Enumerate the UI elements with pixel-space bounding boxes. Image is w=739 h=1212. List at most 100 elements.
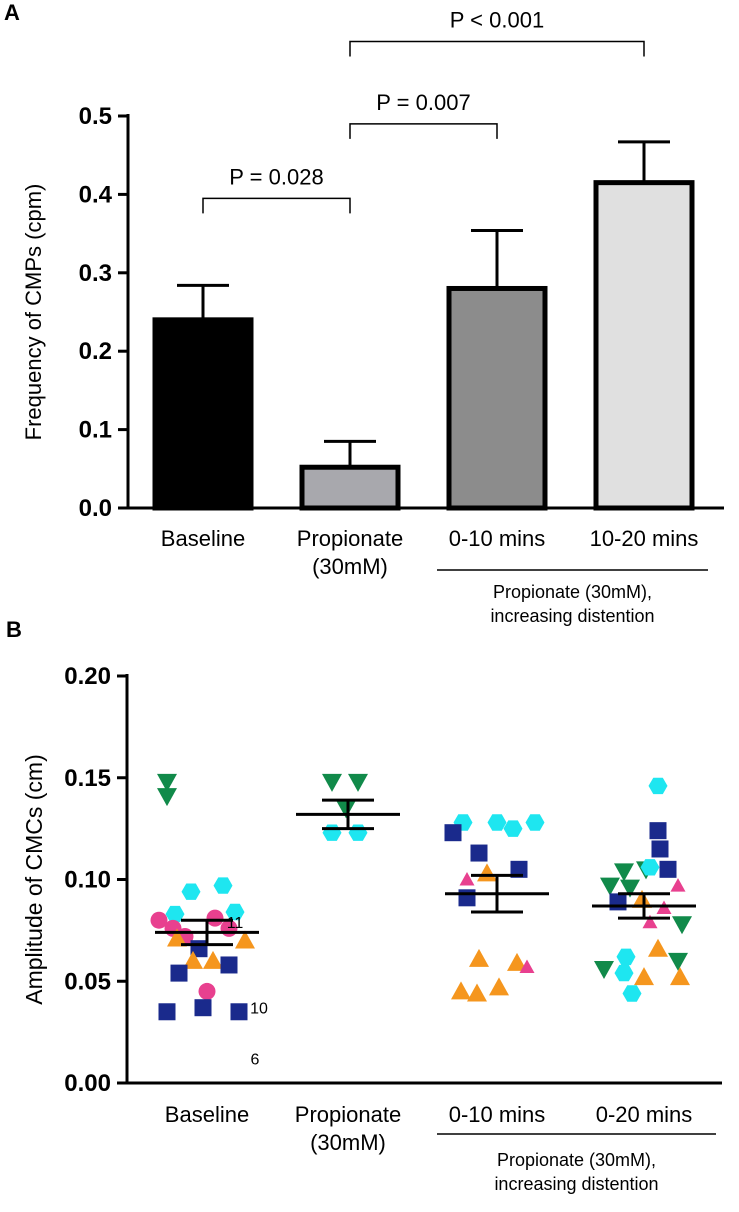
data-point-inverted-triangle (672, 916, 692, 935)
data-point-square (230, 1003, 248, 1021)
bar-0 (152, 317, 254, 511)
data-point-triangle (519, 959, 535, 974)
data-point-hexagon (622, 985, 642, 1002)
bar-chart-frequency: 0.0 0.1 0.2 0.3 0.4 0.5 Frequency of CMPs (cpm… (21, 8, 724, 626)
y-axis-title: Amplitude of CMCs (cm) (21, 754, 47, 1004)
y-tick-label: 0.4 (79, 181, 113, 208)
data-point-triangle (670, 967, 690, 986)
data-point-square (458, 889, 476, 907)
data-point-inverted-triangle (322, 773, 342, 792)
significance-bracket (349, 123, 498, 139)
data-point-triangle (632, 889, 652, 908)
data-point-hexagon (165, 905, 185, 923)
data-point-hexagon (487, 814, 507, 831)
category-label: 0-20 mins (596, 1102, 693, 1127)
data-point-hexagon (181, 883, 201, 900)
data-point-hexagon (640, 859, 660, 876)
y-tick-label: 0.0 (79, 495, 112, 522)
p-value-label: P < 0.001 (450, 8, 544, 33)
data-point-triangle (203, 950, 223, 969)
group-label: Propionate (30mM), (493, 582, 652, 602)
category-label: Propionate (295, 1102, 401, 1127)
data-point-triangle (642, 914, 658, 929)
y-tick-label: 0.20 (64, 663, 111, 690)
data-point-hexagon (614, 964, 634, 982)
y-tick-label: 0.15 (64, 765, 111, 792)
category-label: Baseline (161, 526, 245, 551)
data-point-hexagon (503, 820, 523, 837)
data-point-inverted-triangle (668, 952, 688, 971)
data-point-square (510, 860, 528, 878)
data-point-triangle (469, 948, 489, 967)
data-point-inverted-triangle (157, 788, 177, 807)
significance-bracket (202, 197, 351, 214)
data-point-inverted-triangle (157, 773, 177, 792)
data-point-triangle (235, 930, 255, 949)
data-point-hexagon (525, 814, 545, 831)
data-point-hexagon (225, 903, 245, 921)
y-axis-title: Frequency of CMPs (cpm) (21, 184, 46, 441)
data-point-square (649, 822, 667, 840)
data-point-triangle (648, 938, 668, 957)
point-count-label: 11 (227, 915, 244, 932)
data-point-triangle (634, 967, 654, 986)
data-point-triangle (467, 983, 487, 1002)
data-point-circle (150, 911, 168, 929)
data-point-hexagon (616, 948, 636, 966)
category-label: (30mM) (312, 554, 388, 579)
data-point-triangle (477, 863, 497, 882)
data-point-hexagon (648, 777, 668, 795)
y-tick-label: 0.1 (79, 417, 112, 444)
category-label: Propionate (297, 526, 403, 551)
data-point-triangle (451, 981, 471, 1000)
scatter-chart-amplitude: 0.00 0.05 0.10 0.15 0.20 Amplitude of CMCs (c… (21, 663, 722, 1194)
data-point-square (158, 1003, 176, 1021)
panel-b-label: B (6, 617, 22, 642)
data-point-circle (206, 909, 224, 927)
category-label: 10-20 mins (590, 526, 699, 551)
data-point-triangle (459, 872, 475, 886)
p-value-label: P = 0.028 (229, 164, 323, 189)
data-point-hexagon (322, 824, 342, 841)
data-point-triangle (489, 977, 509, 996)
data-point-hexagon (348, 824, 368, 841)
bar-3 (593, 180, 695, 511)
y-tick-label: 0.00 (64, 1070, 111, 1097)
group-label: increasing distention (490, 606, 654, 626)
y-tick-label: 0.5 (79, 103, 112, 130)
group-label: increasing distention (494, 1174, 658, 1194)
data-point-triangle (167, 928, 187, 947)
category-label: Baseline (165, 1102, 249, 1127)
point-count-label: 10 (250, 1001, 268, 1018)
y-tick-label: 0.10 (64, 867, 111, 894)
data-point-triangle (507, 952, 527, 971)
data-point-inverted-triangle (620, 879, 640, 898)
point-count-label: 6 (251, 1052, 260, 1069)
group-label: Propionate (30mM), (497, 1150, 656, 1170)
data-point-inverted-triangle (336, 800, 356, 819)
data-point-inverted-triangle (600, 877, 620, 896)
data-point-circle (198, 982, 216, 1000)
data-point-inverted-triangle (594, 961, 614, 980)
data-point-triangle (670, 878, 686, 892)
data-point-square (194, 999, 212, 1017)
bar-2 (446, 285, 548, 511)
category-label: 0-10 mins (449, 1102, 546, 1127)
category-label: (30mM) (310, 1130, 386, 1155)
significance-bracket (349, 40, 645, 57)
p-value-label: P = 0.007 (376, 90, 470, 115)
y-tick-label: 0.2 (79, 338, 112, 365)
data-point-square (470, 844, 488, 862)
category-label: 0-10 mins (449, 526, 546, 551)
data-point-square (170, 964, 188, 982)
y-tick-label: 0.3 (79, 260, 112, 287)
panel-a-label: A (4, 0, 20, 25)
y-tick-label: 0.05 (64, 968, 111, 995)
data-point-inverted-triangle (348, 773, 368, 792)
data-point-hexagon (213, 877, 233, 894)
data-point-triangle (183, 950, 203, 969)
data-point-square (659, 860, 677, 878)
data-point-square (609, 893, 627, 911)
bar-1 (299, 464, 401, 511)
